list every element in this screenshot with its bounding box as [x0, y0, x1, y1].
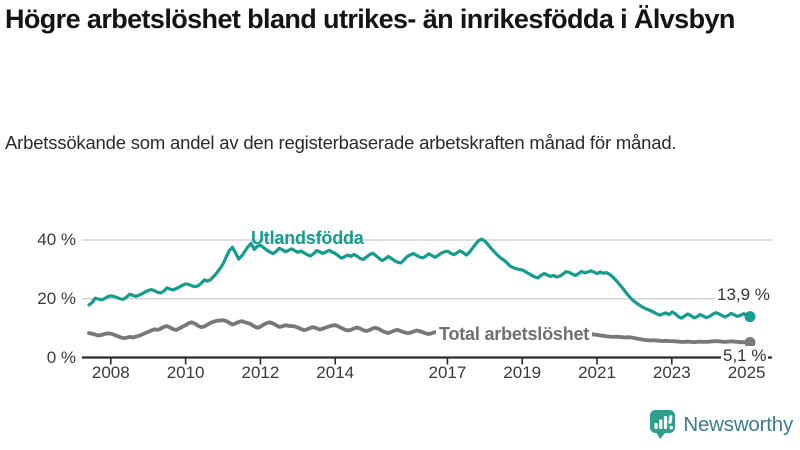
x-axis-label-2023: 2023 [652, 363, 691, 382]
end-value-label-total: 5,1 % [721, 346, 769, 366]
chart-subtitle: Arbetssökande som andel av den registerb… [5, 132, 677, 153]
x-axis-label-2012: 2012 [241, 363, 280, 382]
brand-name: Newsworthy [683, 412, 793, 436]
x-axis-label-2021: 2021 [578, 363, 616, 382]
y-axis-label-40: 40 % [37, 230, 76, 249]
x-axis-label-2010: 2010 [166, 363, 205, 382]
page-title: Högre arbetslöshet bland utrikes- än inr… [5, 4, 735, 34]
y-axis-label-0: 0 % [46, 347, 76, 367]
series-line-utlandsfodda [87, 237, 752, 320]
series-label-utlandsfodda: Utlandsfödda [251, 228, 364, 248]
series-label-total: Total arbetslöshet [436, 324, 593, 345]
bar-chart-speech-bubble-icon [650, 410, 676, 439]
series-end-dot-total [744, 337, 756, 349]
x-axis-label-2008: 2008 [91, 363, 130, 382]
newsworthy-logo[interactable]: Newsworthy [649, 409, 793, 440]
x-axis-label-2014: 2014 [316, 363, 355, 382]
end-value-label-utlandsfodda: 13,9 % [715, 285, 772, 305]
y-axis-label-20: 20 % [37, 288, 76, 308]
x-axis-label-2019: 2019 [503, 363, 542, 382]
x-axis-label-2017: 2017 [428, 363, 467, 382]
series-end-dot-utlandsfodda [744, 311, 756, 323]
x-axis-label-2025: 2025 [727, 363, 766, 382]
series-line-total [87, 318, 752, 345]
